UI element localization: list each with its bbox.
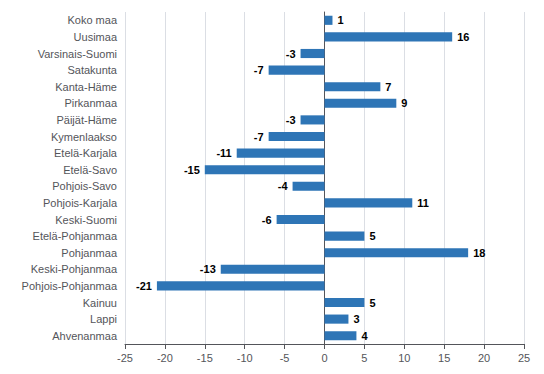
svg-text:Kymenlaakso: Kymenlaakso bbox=[51, 131, 117, 143]
svg-text:1: 1 bbox=[337, 14, 343, 26]
svg-text:-4: -4 bbox=[278, 180, 289, 192]
svg-text:-5: -5 bbox=[280, 352, 290, 364]
svg-text:-13: -13 bbox=[200, 263, 216, 275]
svg-text:-25: -25 bbox=[117, 352, 133, 364]
svg-text:20: 20 bbox=[478, 352, 490, 364]
svg-text:Päijät-Häme: Päijät-Häme bbox=[56, 114, 117, 126]
svg-text:3: 3 bbox=[353, 313, 359, 325]
svg-text:Pohjanmaa: Pohjanmaa bbox=[61, 247, 118, 259]
svg-text:-20: -20 bbox=[157, 352, 173, 364]
svg-text:10: 10 bbox=[398, 352, 410, 364]
svg-text:Pirkanmaa: Pirkanmaa bbox=[64, 97, 117, 109]
svg-text:Satakunta: Satakunta bbox=[67, 64, 117, 76]
svg-text:Uusimaa: Uusimaa bbox=[74, 31, 118, 43]
svg-text:5: 5 bbox=[369, 297, 375, 309]
svg-text:0: 0 bbox=[321, 352, 327, 364]
svg-text:Ahvenanmaa: Ahvenanmaa bbox=[52, 330, 118, 342]
svg-text:Koko maa: Koko maa bbox=[67, 14, 117, 26]
svg-text:Lappi: Lappi bbox=[90, 313, 117, 325]
svg-text:Keski-Pohjanmaa: Keski-Pohjanmaa bbox=[31, 263, 118, 275]
svg-text:-11: -11 bbox=[216, 147, 231, 159]
svg-text:-7: -7 bbox=[254, 131, 264, 143]
svg-text:Pohjois-Pohjanmaa: Pohjois-Pohjanmaa bbox=[22, 280, 118, 292]
svg-text:18: 18 bbox=[473, 247, 485, 259]
svg-text:-6: -6 bbox=[262, 214, 272, 226]
svg-text:Pohjois-Savo: Pohjois-Savo bbox=[52, 180, 117, 192]
svg-text:Pohjois-Karjala: Pohjois-Karjala bbox=[43, 197, 118, 209]
svg-text:9: 9 bbox=[401, 97, 407, 109]
svg-text:Etelä-Karjala: Etelä-Karjala bbox=[54, 147, 118, 159]
svg-text:25: 25 bbox=[518, 352, 530, 364]
svg-text:4: 4 bbox=[361, 330, 368, 342]
svg-text:-15: -15 bbox=[197, 352, 213, 364]
svg-text:-21: -21 bbox=[136, 280, 152, 292]
svg-text:Kanta-Häme: Kanta-Häme bbox=[55, 81, 117, 93]
svg-text:Keski-Suomi: Keski-Suomi bbox=[55, 214, 117, 226]
svg-text:Etelä-Savo: Etelä-Savo bbox=[63, 164, 117, 176]
svg-text:Kainuu: Kainuu bbox=[83, 297, 117, 309]
svg-text:7: 7 bbox=[385, 81, 391, 93]
svg-text:5: 5 bbox=[361, 352, 367, 364]
svg-text:15: 15 bbox=[438, 352, 450, 364]
svg-text:-3: -3 bbox=[286, 48, 296, 60]
svg-text:-7: -7 bbox=[254, 64, 264, 76]
svg-text:-10: -10 bbox=[237, 352, 253, 364]
svg-text:11: 11 bbox=[417, 197, 429, 209]
svg-text:16: 16 bbox=[457, 31, 469, 43]
svg-text:-3: -3 bbox=[286, 114, 296, 126]
svg-text:5: 5 bbox=[369, 230, 375, 242]
svg-text:Varsinais-Suomi: Varsinais-Suomi bbox=[38, 48, 117, 60]
svg-text:-15: -15 bbox=[184, 164, 200, 176]
svg-text:Etelä-Pohjanmaa: Etelä-Pohjanmaa bbox=[33, 230, 118, 242]
